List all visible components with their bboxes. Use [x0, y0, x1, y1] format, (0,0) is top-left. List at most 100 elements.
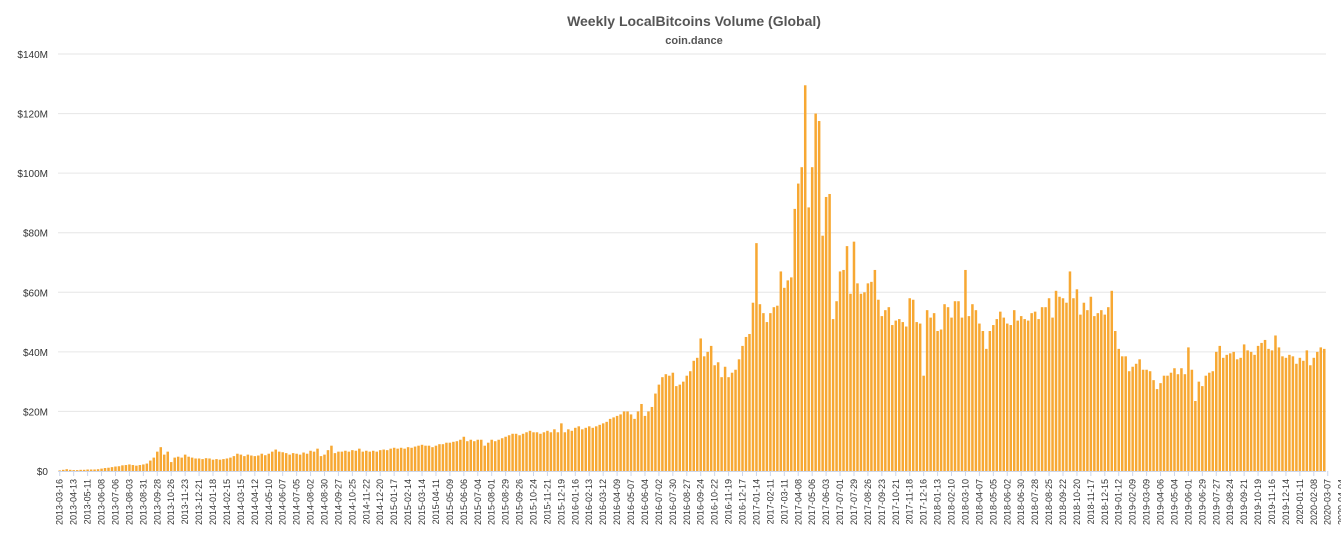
bar[interactable] [1190, 369, 1194, 471]
bar[interactable] [375, 451, 378, 471]
bar[interactable] [852, 241, 856, 471]
bar[interactable] [796, 183, 800, 471]
bar[interactable] [96, 469, 100, 471]
bar[interactable] [1155, 389, 1159, 471]
bar[interactable] [201, 459, 204, 471]
bar[interactable] [929, 317, 932, 471]
bar[interactable] [1113, 331, 1117, 471]
bar[interactable] [1082, 302, 1086, 471]
bar[interactable] [500, 438, 504, 471]
bar[interactable] [340, 451, 344, 471]
bar[interactable] [629, 414, 633, 471]
bar[interactable] [326, 450, 330, 471]
bar[interactable] [549, 432, 553, 471]
bar[interactable] [1026, 320, 1030, 471]
bar[interactable] [417, 445, 420, 471]
bar[interactable] [1208, 372, 1211, 471]
bar[interactable] [1176, 374, 1180, 471]
bar[interactable] [103, 468, 107, 471]
bar[interactable] [389, 448, 392, 471]
bar[interactable] [225, 458, 229, 471]
bar[interactable] [406, 447, 410, 471]
bar[interactable] [1270, 350, 1274, 471]
bar[interactable] [61, 469, 65, 471]
bar[interactable] [159, 447, 163, 471]
bar[interactable] [612, 417, 615, 471]
bar[interactable] [323, 454, 326, 471]
bar[interactable] [1218, 345, 1222, 471]
bar[interactable] [553, 429, 556, 471]
bar[interactable] [1016, 320, 1019, 471]
bar[interactable] [1002, 317, 1006, 471]
bar[interactable] [204, 458, 208, 471]
bar[interactable] [706, 351, 709, 471]
bar[interactable] [1110, 290, 1114, 471]
bar[interactable] [570, 430, 574, 471]
bar[interactable] [274, 449, 277, 471]
bar[interactable] [591, 427, 594, 471]
bar[interactable] [877, 299, 880, 471]
bar[interactable] [497, 439, 500, 471]
bar[interactable] [1260, 342, 1263, 471]
bar[interactable] [1044, 307, 1047, 471]
bar[interactable] [131, 465, 135, 471]
bar[interactable] [702, 356, 706, 471]
bar[interactable] [657, 384, 661, 471]
bar[interactable] [1235, 359, 1239, 471]
bar[interactable] [783, 287, 786, 471]
bar[interactable] [1166, 375, 1169, 471]
bar[interactable] [302, 452, 305, 471]
bar[interactable] [908, 298, 911, 471]
bar[interactable] [776, 305, 779, 471]
bar[interactable] [1120, 356, 1124, 471]
bar[interactable] [368, 451, 372, 471]
bar[interactable] [842, 269, 845, 471]
bar[interactable] [835, 301, 838, 471]
bar[interactable] [277, 451, 281, 471]
bar[interactable] [1277, 347, 1281, 471]
bar[interactable] [584, 427, 588, 471]
bar[interactable] [793, 208, 797, 471]
bar[interactable] [281, 452, 284, 471]
bar[interactable] [1040, 307, 1044, 471]
bar[interactable] [434, 445, 438, 471]
bar[interactable] [685, 375, 689, 471]
bar[interactable] [664, 374, 668, 471]
bar[interactable] [577, 426, 581, 471]
bar[interactable] [354, 450, 358, 471]
bar[interactable] [762, 313, 765, 471]
bar[interactable] [626, 411, 629, 471]
bar[interactable] [511, 433, 514, 471]
bar[interactable] [319, 456, 323, 471]
bar[interactable] [399, 447, 403, 471]
bar[interactable] [528, 430, 532, 471]
bar[interactable] [166, 451, 169, 471]
bar[interactable] [410, 447, 413, 471]
bar[interactable] [1274, 335, 1277, 471]
bar[interactable] [385, 450, 389, 471]
bar[interactable] [420, 444, 424, 471]
bar[interactable] [581, 429, 584, 471]
bar[interactable] [1187, 347, 1190, 471]
bar[interactable] [79, 469, 82, 471]
bar[interactable] [1058, 296, 1061, 471]
bar[interactable] [1033, 311, 1037, 471]
bar[interactable] [1065, 302, 1068, 471]
bar[interactable] [1298, 357, 1302, 471]
bar[interactable] [758, 304, 762, 471]
bar[interactable] [82, 469, 86, 471]
bar[interactable] [675, 386, 678, 471]
bar[interactable] [898, 319, 901, 471]
bar[interactable] [1239, 357, 1242, 471]
bar[interactable] [490, 439, 493, 471]
bar[interactable] [1204, 375, 1208, 471]
bar[interactable] [1281, 356, 1284, 471]
bar[interactable] [1194, 401, 1197, 471]
bar[interactable] [810, 167, 814, 471]
bar[interactable] [1093, 316, 1096, 471]
bar[interactable] [156, 451, 159, 471]
bar[interactable] [413, 446, 417, 471]
bar[interactable] [779, 271, 783, 471]
bar[interactable] [448, 442, 452, 471]
bar[interactable] [859, 293, 863, 471]
